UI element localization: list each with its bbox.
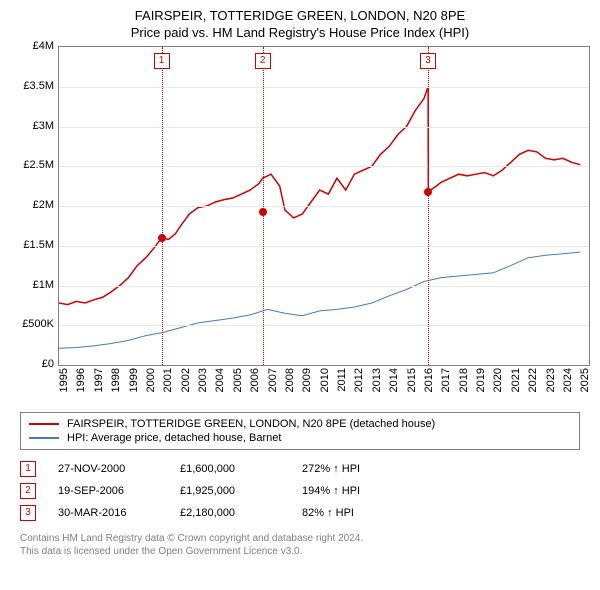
y-tick-label: £3M <box>33 120 54 132</box>
marker-dot <box>158 234 166 242</box>
x-tick-label: 2023 <box>545 368 557 392</box>
x-tick-label: 2008 <box>284 368 296 392</box>
y-tick-label: £500K <box>22 318 54 330</box>
chart-subtitle: Price paid vs. HM Land Registry's House … <box>10 25 590 40</box>
legend-row: HPI: Average price, detached house, Barn… <box>29 431 571 445</box>
marker-dot <box>259 208 267 216</box>
y-tick-label: £0 <box>42 358 54 370</box>
x-tick-label: 2005 <box>232 368 244 392</box>
y-axis-labels: £0£500K£1M£1.5M£2M£2.5M£3M£3.5M£4M <box>10 46 58 366</box>
legend-label: FAIRSPEIR, TOTTERIDGE GREEN, LONDON, N20… <box>67 418 435 430</box>
marker-line <box>162 47 163 365</box>
x-tick-label: 2007 <box>267 368 279 392</box>
marker-label-box: 3 <box>420 53 436 69</box>
marker-hpi: 82% ↑ HPI <box>302 507 354 519</box>
marker-label-box: 1 <box>154 53 170 69</box>
legend-swatch <box>29 437 59 439</box>
marker-table-row: 3 30-MAR-2016 £2,180,000 82% ↑ HPI <box>20 502 580 524</box>
x-tick-label: 2002 <box>180 368 192 392</box>
marker-line <box>263 47 264 365</box>
x-tick-label: 2024 <box>562 368 574 392</box>
y-tick-label: £2.5M <box>23 159 54 171</box>
x-tick-label: 1997 <box>93 368 105 392</box>
x-tick-label: 2021 <box>510 368 522 392</box>
y-tick-label: £1M <box>33 279 54 291</box>
x-tick-label: 2010 <box>319 368 331 392</box>
x-tick-label: 2015 <box>406 368 418 392</box>
marker-table-row: 1 27-NOV-2000 £1,600,000 272% ↑ HPI <box>20 458 580 480</box>
x-tick-label: 2004 <box>214 368 226 392</box>
x-tick-label: 2003 <box>197 368 209 392</box>
marker-price: £2,180,000 <box>180 507 280 519</box>
x-tick-label: 2012 <box>353 368 365 392</box>
x-tick-label: 2000 <box>145 368 157 392</box>
chart-title-block: FAIRSPEIR, TOTTERIDGE GREEN, LONDON, N20… <box>10 8 590 40</box>
x-tick-label: 2001 <box>162 368 174 392</box>
x-tick-label: 1998 <box>110 368 122 392</box>
chart-area: £0£500K£1M£1.5M£2M£2.5M£3M£3.5M£4M 123 <box>10 46 590 366</box>
marker-price: £1,600,000 <box>180 463 280 475</box>
x-axis-labels: 1995 1996 1997 1998 1999 2000 2001 2002 2003 2004… <box>58 366 590 406</box>
x-tick-label: 2014 <box>388 368 400 392</box>
marker-hpi: 194% ↑ HPI <box>302 485 360 497</box>
marker-date: 30-MAR-2016 <box>58 507 158 519</box>
x-tick-label: 1999 <box>128 368 140 392</box>
x-tick-label: 2025 <box>579 368 591 392</box>
footer-line1: Contains HM Land Registry data © Crown c… <box>20 532 580 545</box>
x-tick-label: 2013 <box>371 368 383 392</box>
marker-label-box: 2 <box>255 53 271 69</box>
marker-dot <box>424 188 432 196</box>
marker-line <box>428 47 429 365</box>
y-tick-label: £1.5M <box>23 239 54 251</box>
legend-box: FAIRSPEIR, TOTTERIDGE GREEN, LONDON, N20… <box>20 412 580 450</box>
footer-attribution: Contains HM Land Registry data © Crown c… <box>20 532 580 558</box>
y-tick-label: £2M <box>33 199 54 211</box>
marker-table-row: 2 19-SEP-2006 £1,925,000 194% ↑ HPI <box>20 480 580 502</box>
x-tick-label: 2017 <box>440 368 452 392</box>
marker-hpi: 272% ↑ HPI <box>302 463 360 475</box>
legend-row: FAIRSPEIR, TOTTERIDGE GREEN, LONDON, N20… <box>29 417 571 431</box>
x-tick-label: 2009 <box>301 368 313 392</box>
x-tick-label: 2022 <box>527 368 539 392</box>
plot-area: 1 2 3 <box>58 46 590 366</box>
marker-date: 19-SEP-2006 <box>58 485 158 497</box>
footer-line2: This data is licensed under the Open Gov… <box>20 545 580 558</box>
legend-label: HPI: Average price, detached house, Barn… <box>67 432 281 444</box>
marker-number-box: 3 <box>20 505 36 521</box>
marker-number-box: 2 <box>20 483 36 499</box>
series-price-paid <box>59 87 580 305</box>
y-tick-label: £3.5M <box>23 80 54 92</box>
x-tick-label: 2019 <box>475 368 487 392</box>
x-tick-label: 2016 <box>423 368 435 392</box>
legend-swatch <box>29 423 59 425</box>
y-tick-label: £4M <box>33 40 54 52</box>
marker-number-box: 1 <box>20 461 36 477</box>
x-tick-label: 1995 <box>58 368 70 392</box>
x-tick-label: 2011 <box>336 368 348 392</box>
x-tick-label: 2018 <box>458 368 470 392</box>
marker-date: 27-NOV-2000 <box>58 463 158 475</box>
x-tick-label: 1996 <box>75 368 87 392</box>
marker-table: 1 27-NOV-2000 £1,600,000 272% ↑ HPI 2 19-SEP-… <box>20 458 580 524</box>
x-tick-label: 2020 <box>492 368 504 392</box>
chart-title: FAIRSPEIR, TOTTERIDGE GREEN, LONDON, N20… <box>10 8 590 23</box>
marker-price: £1,925,000 <box>180 485 280 497</box>
x-tick-label: 2006 <box>249 368 261 392</box>
